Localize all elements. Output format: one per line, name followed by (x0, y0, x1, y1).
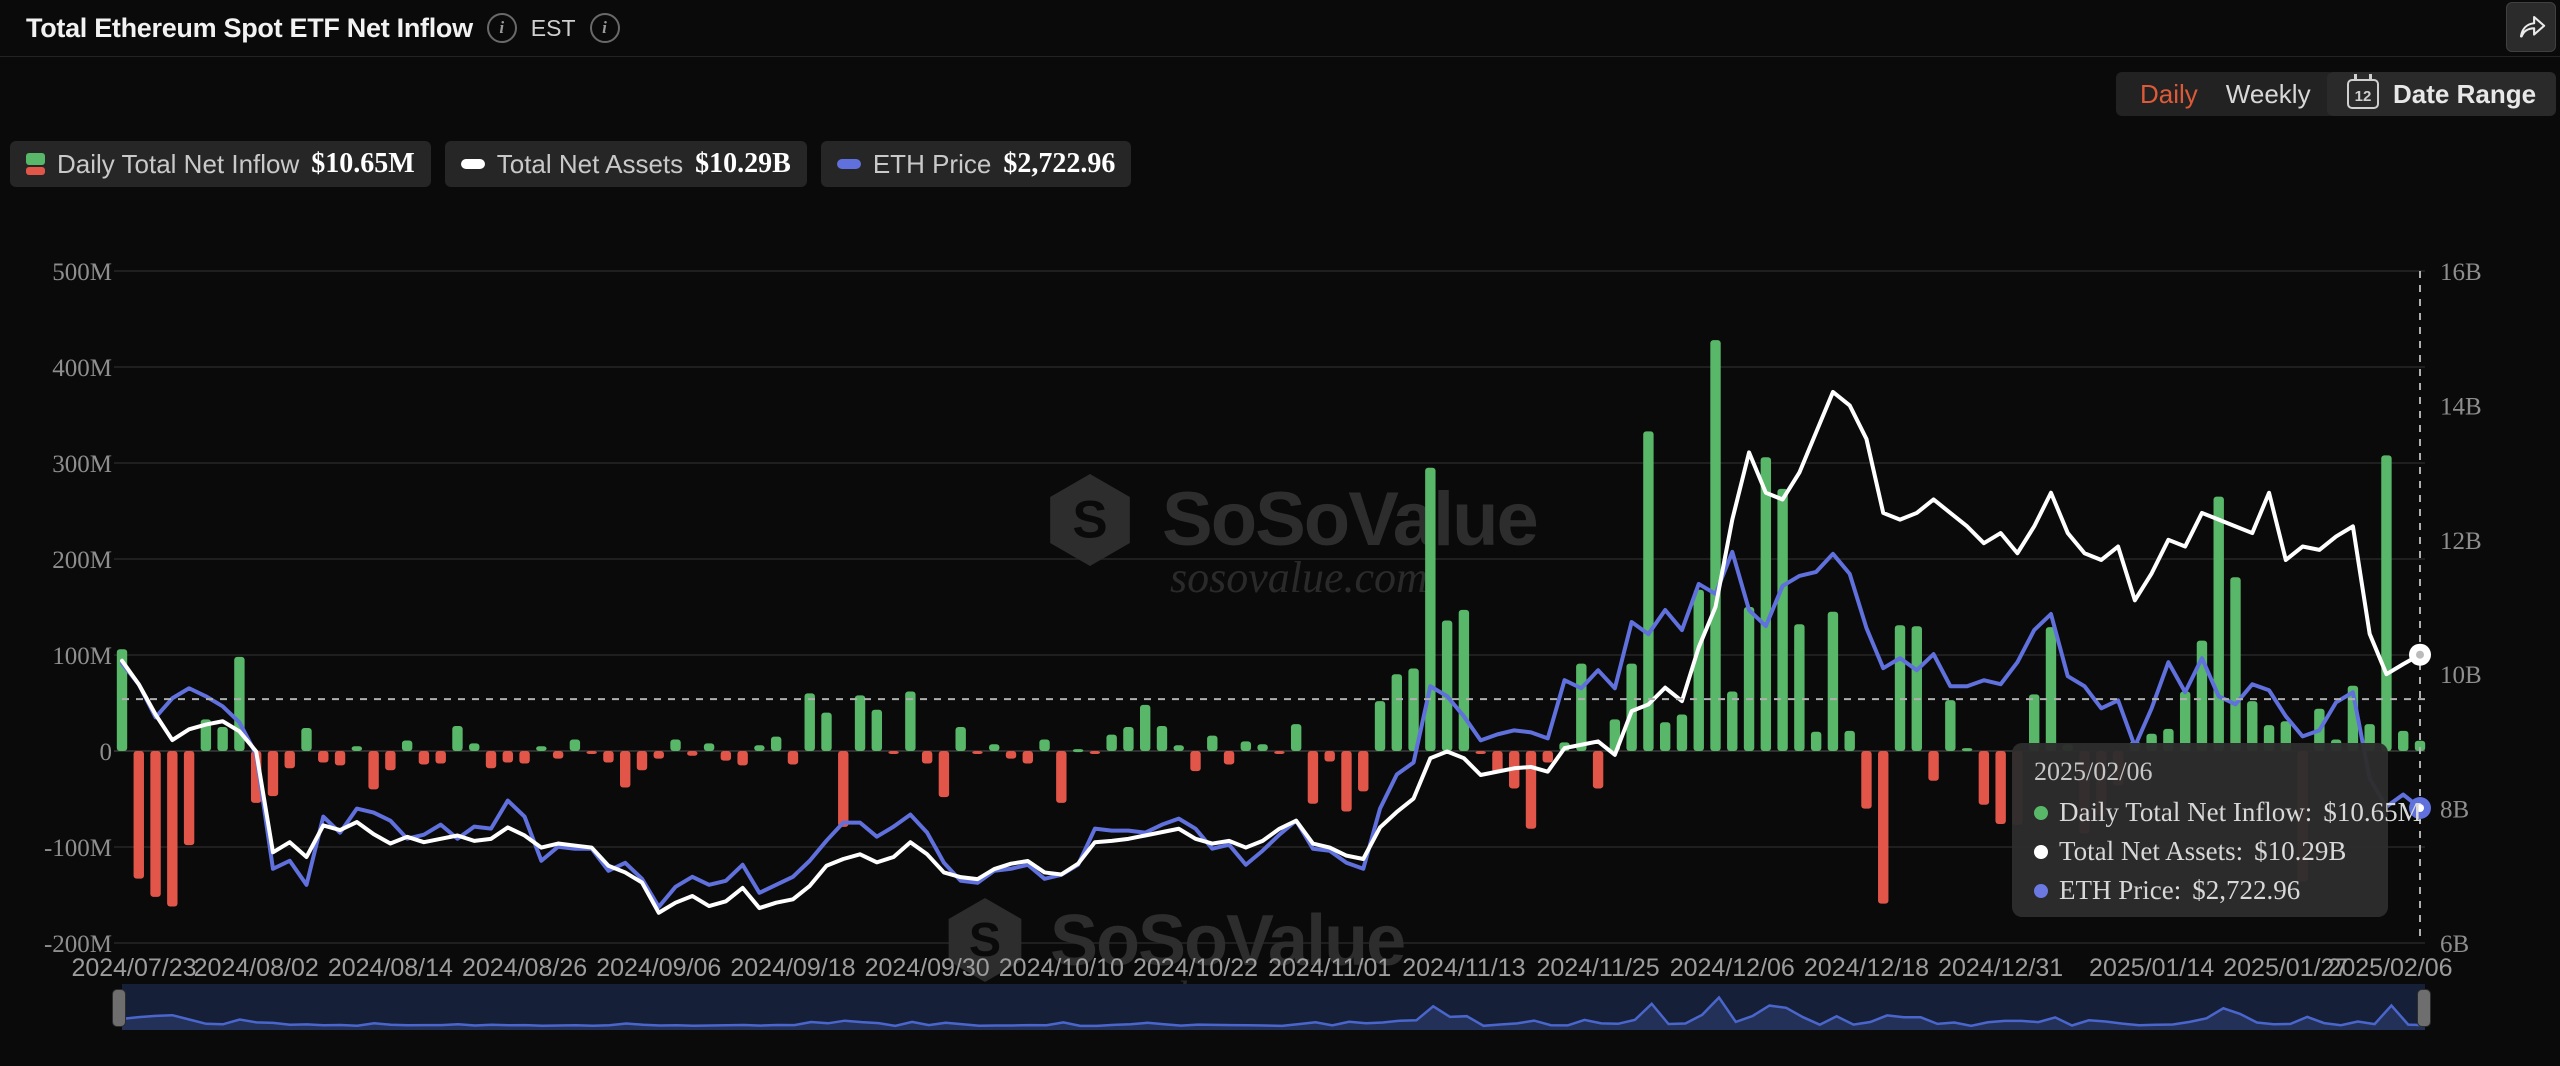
svg-text:2024/11/01: 2024/11/01 (1268, 954, 1391, 982)
toggle-daily[interactable]: Daily (2140, 78, 2198, 109)
svg-text:2024/08/26: 2024/08/26 (462, 954, 587, 982)
svg-text:sosovalue.com: sosovalue.com (1170, 553, 1428, 602)
toggle-weekly[interactable]: Weekly (2225, 78, 2311, 109)
svg-text:2024/08/14: 2024/08/14 (328, 954, 453, 982)
svg-text:500M: 500M (52, 259, 112, 286)
svg-text:2024/09/06: 2024/09/06 (596, 954, 721, 982)
svg-text:2024/09/30: 2024/09/30 (865, 954, 990, 982)
timezone-label: EST (530, 14, 576, 41)
legend-item-net-assets[interactable]: Total Net Assets $10.29B (444, 141, 807, 187)
svg-text:8B: 8B (2440, 797, 2469, 824)
svg-text:14B: 14B (2440, 393, 2482, 420)
svg-text:100M: 100M (52, 643, 112, 670)
svg-text:S: S (1072, 490, 1107, 549)
svg-text:2024/12/06: 2024/12/06 (1670, 954, 1795, 982)
svg-text:2024/11/13: 2024/11/13 (1402, 954, 1525, 982)
est-info-icon[interactable]: i (589, 13, 620, 43)
header: Total Ethereum Spot ETF Net Inflow i EST… (0, 0, 2560, 57)
tooltip-date: 2025/02/06 (2034, 757, 2153, 786)
svg-text:2024/09/18: 2024/09/18 (730, 954, 855, 982)
chart-tooltip: 2025/02/06 Daily Total Net Inflow: $10.6… (2012, 743, 2422, 917)
minimap-scrubber[interactable] (121, 984, 2426, 1030)
legend-label: Daily Total Net Inflow (57, 148, 300, 179)
tooltip-row: Daily Total Net Inflow: $10.65M (2034, 793, 2422, 832)
svg-text:2025/02/06: 2025/02/06 (2327, 954, 2452, 982)
svg-text:2025/01/27: 2025/01/27 (2223, 954, 2348, 982)
svg-text:2024/12/18: 2024/12/18 (1804, 954, 1929, 982)
svg-text:200M: 200M (52, 547, 112, 574)
minimap-left-handle[interactable] (112, 989, 126, 1027)
svg-text:2024/10/10: 2024/10/10 (999, 954, 1124, 982)
date-range-button[interactable]: 12 Date Range (2327, 72, 2557, 116)
legend-label: ETH Price (872, 148, 992, 179)
svg-text:2025/01/14: 2025/01/14 (2089, 954, 2214, 982)
svg-text:0: 0 (100, 739, 113, 766)
date-range-label: Date Range (2393, 78, 2537, 109)
share-button[interactable] (2506, 2, 2556, 52)
page-title: Total Ethereum Spot ETF Net Inflow (26, 12, 473, 43)
legend-value: $10.29B (695, 148, 791, 179)
svg-text:6B: 6B (2440, 931, 2469, 958)
svg-text:300M: 300M (52, 451, 112, 478)
tooltip-row: ETH Price: $2,722.96 (2034, 871, 2366, 910)
legend-item-net-inflow[interactable]: Daily Total Net Inflow $10.65M (10, 141, 431, 187)
legend: Daily Total Net Inflow $10.65M Total Net… (10, 141, 1132, 187)
share-icon (2519, 15, 2546, 38)
white-dot-icon (2034, 844, 2048, 859)
svg-text:12B: 12B (2440, 528, 2482, 555)
legend-value: $10.65M (311, 148, 415, 179)
svg-text:S: S (969, 913, 1001, 967)
svg-text:SoSoValue: SoSoValue (1162, 477, 1537, 562)
title-info-icon[interactable]: i (486, 13, 517, 43)
interval-toggle[interactable]: Daily Weekly (2116, 72, 2335, 116)
blue-line-icon (836, 159, 861, 169)
minimap-area (121, 995, 2426, 1030)
svg-text:2024/10/22: 2024/10/22 (1133, 954, 1258, 982)
svg-text:2024/11/25: 2024/11/25 (1536, 954, 1659, 982)
svg-text:2024/08/02: 2024/08/02 (194, 954, 319, 982)
bar-series-icon (26, 153, 45, 175)
legend-value: $2,722.96 (1003, 148, 1116, 179)
svg-text:400M: 400M (52, 355, 112, 382)
svg-text:-100M: -100M (44, 835, 112, 862)
legend-item-eth-price[interactable]: ETH Price $2,722.96 (820, 141, 1132, 187)
svg-text:-200M: -200M (44, 931, 112, 958)
white-line-icon (460, 159, 485, 169)
svg-text:2024/12/31: 2024/12/31 (1938, 954, 2063, 982)
legend-label: Total Net Assets (496, 148, 684, 179)
minimap-right-handle[interactable] (2417, 989, 2431, 1027)
svg-text:2024/07/23: 2024/07/23 (71, 954, 196, 982)
blue-dot-icon (2034, 883, 2048, 898)
calendar-icon: 12 (2347, 74, 2379, 109)
svg-text:10B: 10B (2440, 662, 2482, 689)
green-dot-icon (2034, 805, 2048, 820)
tooltip-row: Total Net Assets: $10.29B (2034, 832, 2366, 871)
svg-text:16B: 16B (2440, 259, 2482, 286)
svg-text:SoSoValue: SoSoValue (1050, 901, 1404, 981)
